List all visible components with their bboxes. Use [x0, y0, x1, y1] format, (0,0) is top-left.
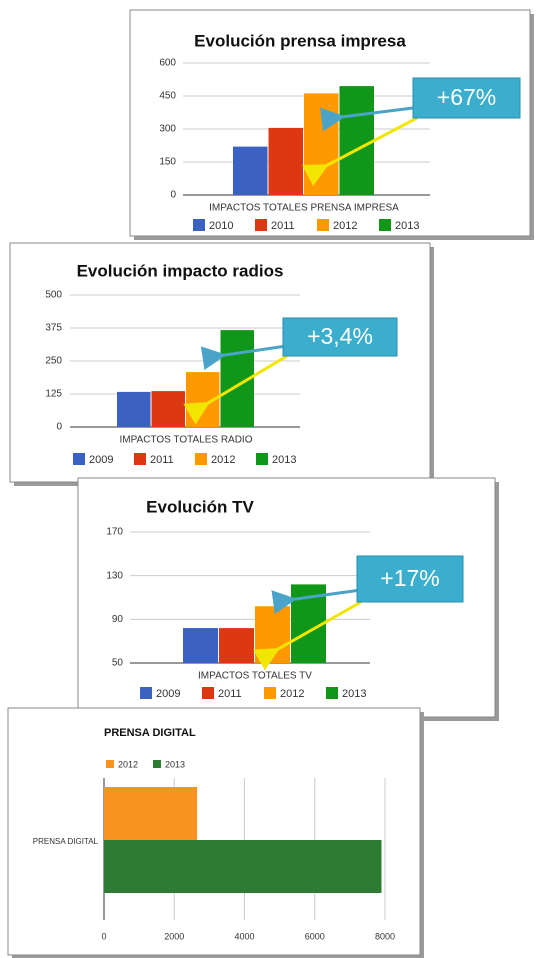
chart-title: Evolución impacto radios [77, 261, 284, 280]
y-tick-label: 170 [106, 527, 123, 538]
legend-label: 2013 [165, 759, 185, 769]
legend-label: 2012 [118, 759, 138, 769]
legend-label: 2010 [209, 220, 233, 232]
bar [183, 628, 218, 663]
x-tick-label: 6000 [305, 931, 325, 941]
y-tick-label: 300 [159, 124, 176, 135]
legend-label: 2011 [218, 688, 242, 700]
bar [151, 391, 185, 427]
arrow [200, 345, 284, 371]
legend-label: 2011 [150, 454, 174, 466]
y-tick-label: 375 [45, 323, 62, 334]
legend-swatch [256, 453, 268, 465]
legend-label: 2009 [156, 688, 180, 700]
x-tick-label: 0 [101, 931, 106, 941]
arrow [183, 354, 288, 425]
annotation: +3,4% [307, 323, 373, 349]
legend-label: 2013 [272, 454, 296, 466]
legend-swatch [379, 219, 391, 231]
legend-label: 2012 [280, 688, 304, 700]
x-tick-label: 4000 [234, 931, 254, 941]
x-tick-label: IMPACTOS TOTALES RADIO [120, 435, 253, 446]
x-tick-label: 8000 [375, 931, 395, 941]
y-tick-label: PRENSA DIGITAL [33, 837, 99, 846]
y-tick-label: 130 [106, 570, 123, 581]
legend-swatch [317, 219, 329, 231]
x-tick-label: 2000 [164, 931, 184, 941]
y-tick-label: 0 [56, 422, 62, 433]
legend-label: 2009 [89, 454, 113, 466]
bar [117, 391, 151, 427]
legend-swatch [106, 760, 114, 768]
chart-title: Evolución TV [146, 497, 254, 516]
legend-swatch [134, 453, 146, 465]
bar [219, 628, 254, 663]
legend-label: 2012 [211, 454, 235, 466]
legend-swatch [202, 687, 214, 699]
legend-swatch [73, 453, 85, 465]
chart-title: Evolución prensa impresa [194, 31, 406, 50]
y-tick-label: 50 [112, 658, 124, 669]
bar [255, 606, 290, 663]
panel [7, 707, 421, 956]
y-tick-label: 0 [170, 190, 176, 201]
legend-swatch [264, 687, 276, 699]
y-tick-label: 500 [45, 290, 62, 301]
y-tick-label: 125 [45, 389, 62, 400]
bar [339, 86, 374, 195]
x-tick-label: IMPACTOS TOTALES TV [198, 671, 312, 682]
bar [104, 840, 382, 893]
y-tick-label: 600 [159, 58, 176, 69]
legend-label: 2012 [333, 220, 357, 232]
legend-swatch [193, 219, 205, 231]
legend-label: 2011 [271, 220, 295, 232]
legend-label: 2013 [395, 220, 419, 232]
arrow [320, 106, 414, 132]
legend-swatch [255, 219, 267, 231]
legend-swatch [195, 453, 207, 465]
legend-label: 2013 [342, 688, 366, 700]
annotation: +67% [437, 84, 496, 110]
bar [304, 93, 339, 195]
bar [104, 787, 198, 840]
chart-title: PRENSA DIGITAL [104, 727, 196, 739]
bar [233, 146, 268, 195]
bar [268, 127, 303, 195]
arrow [253, 600, 362, 671]
legend-swatch [140, 687, 152, 699]
y-tick-label: 450 [159, 91, 176, 102]
arrow [301, 116, 418, 187]
x-tick-label: IMPACTOS TOTALES PRENSA IMPRESA [209, 203, 399, 214]
y-tick-label: 90 [112, 614, 124, 625]
annotation-box [356, 555, 464, 603]
y-tick-label: 150 [159, 157, 176, 168]
annotation: +17% [380, 565, 439, 591]
annotation-box [412, 77, 521, 119]
annotation-box [282, 317, 398, 357]
legend-swatch [326, 687, 338, 699]
legend-swatch [153, 760, 161, 768]
arrow [271, 589, 358, 615]
y-tick-label: 250 [45, 356, 62, 367]
